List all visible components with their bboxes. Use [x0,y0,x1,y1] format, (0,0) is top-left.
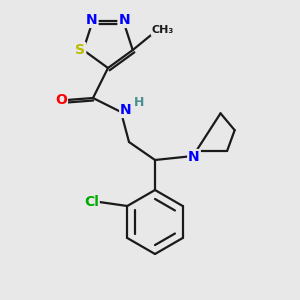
Text: N: N [118,13,130,27]
Text: N: N [120,103,132,117]
Text: S: S [75,43,85,57]
Text: N: N [188,150,200,164]
Text: H: H [134,97,144,110]
Text: Cl: Cl [84,195,99,209]
Text: O: O [55,93,67,107]
Text: N: N [86,13,98,27]
Text: CH₃: CH₃ [152,25,174,35]
